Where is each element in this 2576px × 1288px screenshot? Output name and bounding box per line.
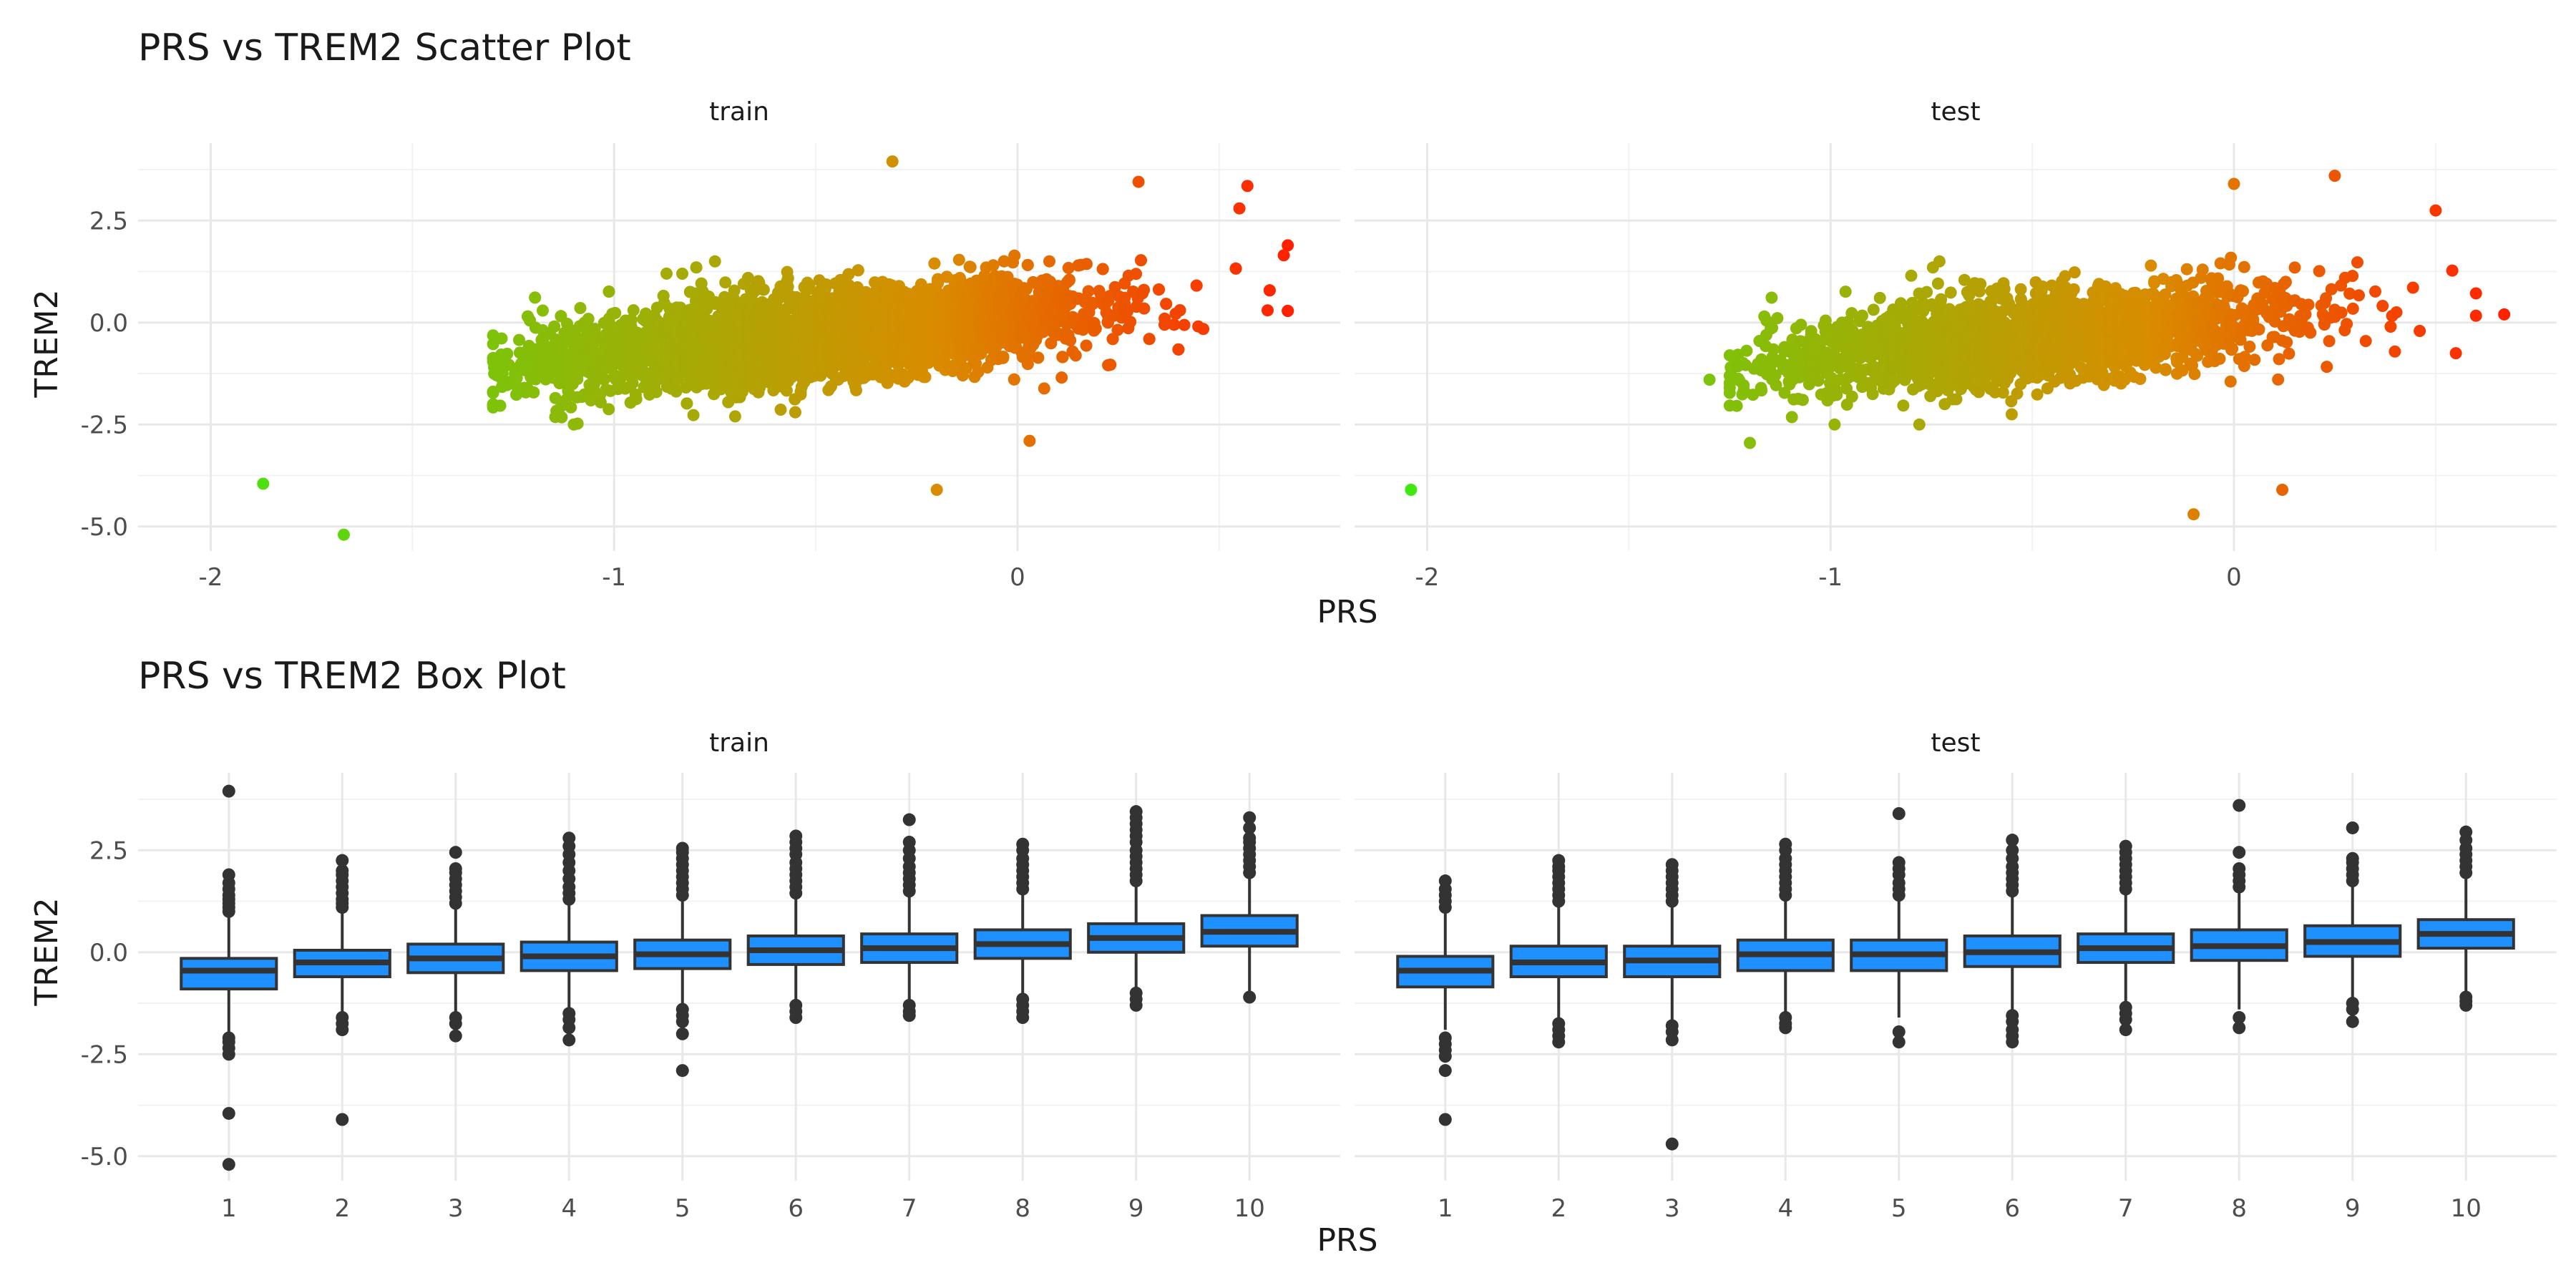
- scatter-point: [728, 410, 741, 423]
- scatter-point: [487, 386, 499, 399]
- scatter-point: [930, 484, 943, 496]
- scatter-point: [789, 406, 801, 419]
- scatter-point: [1021, 258, 1034, 271]
- scatter-point: [555, 411, 568, 424]
- scatter-point: [574, 302, 587, 314]
- scatter-panel-train: train -2 -1 0 -5.0 -2.5 0.0 2.5: [81, 97, 1340, 592]
- scatter-point: [718, 291, 731, 303]
- facet-label-train: train: [709, 97, 769, 127]
- x-tick-label: -1: [602, 563, 626, 592]
- scatter-point: [708, 255, 721, 268]
- scatter-point: [987, 259, 1000, 272]
- scatter-point: [513, 333, 525, 346]
- y-tick-label: -5.0: [81, 513, 128, 542]
- scatter-point: [582, 313, 595, 326]
- scatter-point: [495, 332, 508, 345]
- scatter-point: [548, 320, 561, 333]
- scatter-point: [757, 283, 770, 296]
- scatter-point: [609, 307, 622, 319]
- scatter-point: [660, 267, 673, 280]
- scatter-point: [952, 253, 965, 266]
- scatter-point: [338, 528, 350, 541]
- scatter-point: [565, 401, 577, 414]
- scatter-point: [928, 257, 941, 270]
- scatter-point: [630, 393, 643, 406]
- scatter-point: [1008, 249, 1021, 262]
- scatter-point: [670, 385, 683, 398]
- scatter-point: [886, 155, 899, 168]
- scatter-point: [690, 261, 703, 274]
- scatter-point: [719, 276, 732, 289]
- scatter-plot-title: PRS vs TREM2 Scatter Plot: [138, 26, 631, 69]
- scatter-point: [687, 409, 700, 421]
- scatter-point: [1008, 373, 1020, 386]
- scatter-point: [257, 477, 270, 490]
- scatter-point: [781, 272, 794, 285]
- scatter-point: [850, 384, 862, 396]
- y-tick-label: 0.0: [89, 309, 128, 338]
- scatter-point: [774, 404, 787, 416]
- scatter-point: [1023, 434, 1036, 447]
- scatter-point: [625, 313, 638, 326]
- scatter-point: [997, 351, 1010, 364]
- scatter-point: [964, 260, 977, 273]
- y-tick-label: -2.5: [81, 411, 128, 439]
- scatter-point: [602, 403, 615, 416]
- scatter-point: [852, 264, 864, 277]
- scatter-point: [501, 348, 514, 360]
- scatter-point: [680, 397, 693, 410]
- scatter-point: [728, 284, 741, 297]
- scatter-point: [494, 399, 507, 412]
- x-tick-label: 0: [1010, 563, 1025, 592]
- scatter-point: [537, 304, 549, 317]
- scatter-point: [627, 304, 640, 317]
- scatter-point: [626, 376, 639, 389]
- scatter-point: [676, 268, 688, 280]
- box-plot-title: PRS vs TREM2 Box Plot: [138, 655, 566, 698]
- scatter-point: [571, 417, 584, 430]
- scatter-point: [650, 386, 663, 399]
- scatter-points-train: [257, 155, 1294, 541]
- scatter-point: [597, 373, 610, 386]
- scatter-point: [527, 386, 540, 399]
- scatter-point: [602, 286, 615, 298]
- scatter-point: [919, 371, 932, 384]
- x-tick-label: -2: [199, 563, 223, 592]
- scatter-point: [529, 291, 542, 304]
- y-tick-label: 2.5: [89, 207, 128, 235]
- scatter-point: [594, 396, 607, 409]
- scatter-point: [510, 371, 523, 384]
- scatter-point: [741, 272, 754, 284]
